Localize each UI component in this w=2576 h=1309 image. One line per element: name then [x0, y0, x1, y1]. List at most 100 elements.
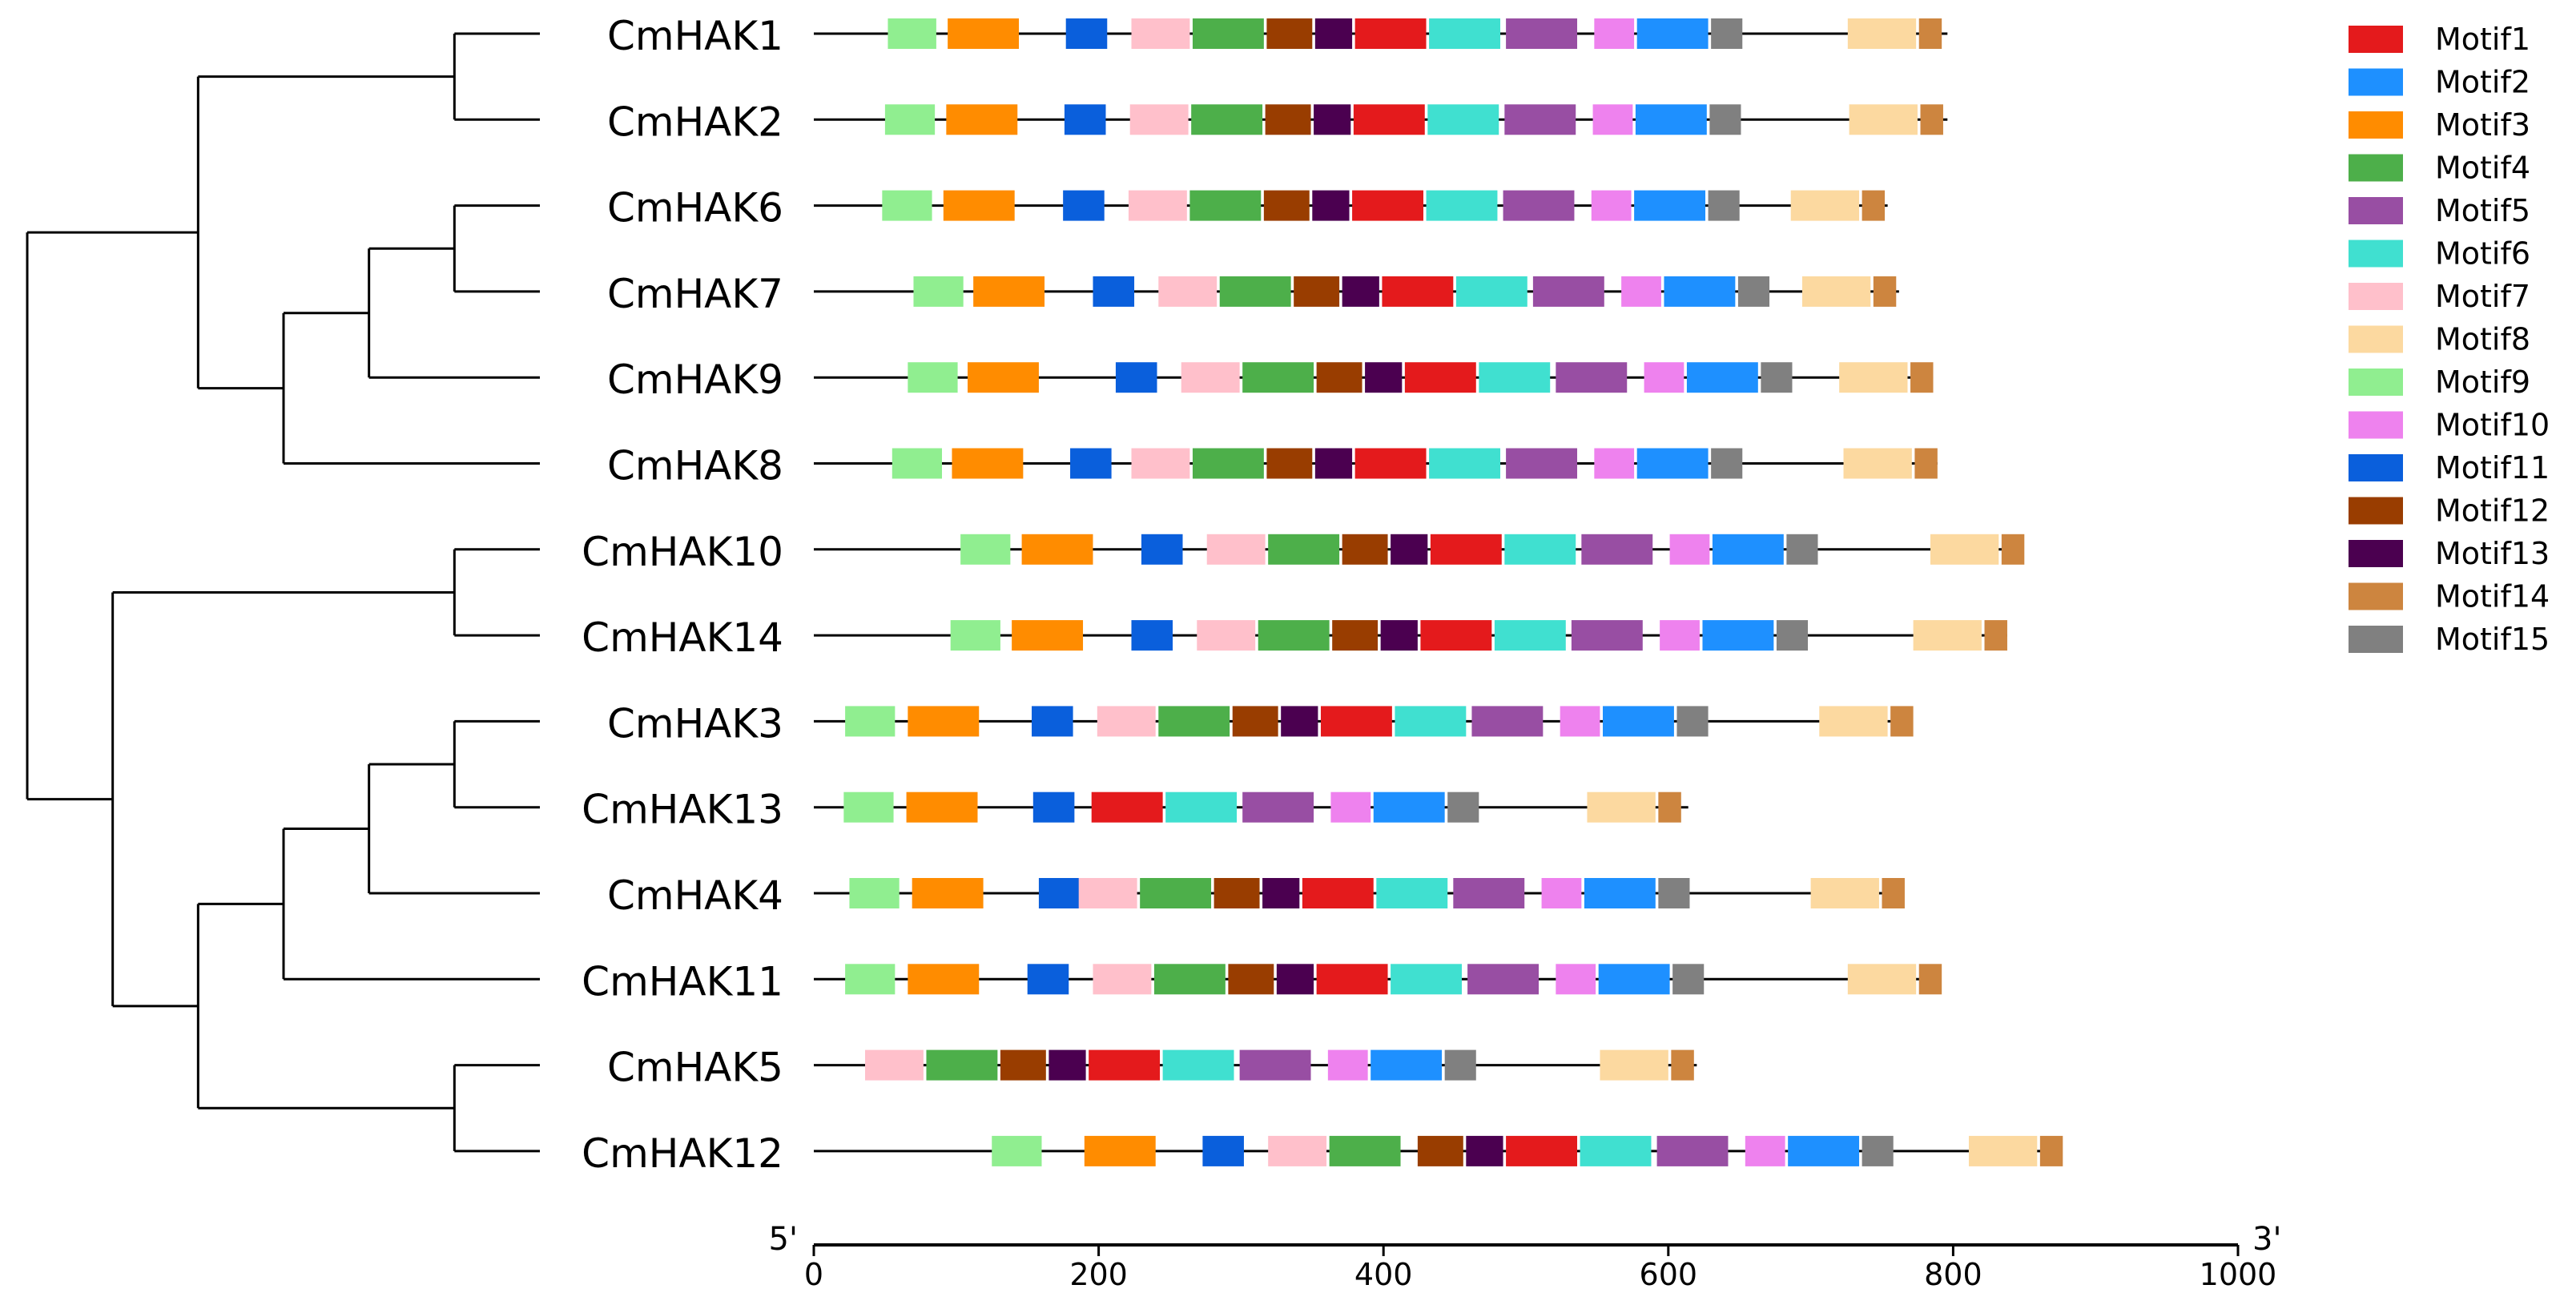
motif-box-motif15	[1786, 534, 1818, 565]
motif-box-motif1	[1506, 1135, 1578, 1166]
sequence-track	[814, 791, 1688, 823]
motif-box-motif2	[1686, 362, 1758, 393]
legend-swatch	[2349, 154, 2403, 182]
x-axis: 5' 3' 0 200 400 600 800 1000	[769, 1221, 2282, 1292]
sequence-track	[814, 620, 2007, 651]
motif-box-motif6	[1580, 1135, 1652, 1166]
motif-box-motif13	[1342, 276, 1379, 307]
motif-box-motif11	[1093, 276, 1135, 307]
motif-box-motif10	[1669, 534, 1710, 565]
motif-box-motif14	[1920, 104, 1943, 135]
motif-box-motif12	[1294, 276, 1340, 307]
motif-box-motif1	[1352, 190, 1423, 221]
motif-box-motif3	[973, 276, 1045, 307]
legend-label: Motif1	[2435, 22, 2530, 57]
motif-box-motif9	[845, 706, 896, 737]
motif-box-motif1	[1302, 878, 1374, 908]
motif-box-motif3	[912, 878, 984, 908]
motif-box-motif14	[1882, 878, 1905, 908]
legend-label: Motif13	[2435, 536, 2550, 571]
motif-box-motif3	[1012, 620, 1084, 651]
motif-box-motif13	[1391, 534, 1428, 565]
motif-box-motif7	[1131, 18, 1190, 49]
motif-box-motif2	[1584, 878, 1656, 908]
motif-box-motif12	[1342, 534, 1388, 565]
motif-box-motif2	[1712, 534, 1784, 565]
motif-box-motif10	[1327, 1049, 1368, 1081]
motif-box-motif7	[1097, 706, 1156, 737]
sequence-label: CmHAK10	[582, 529, 783, 575]
motif-box-motif3	[952, 448, 1024, 479]
motif-box-motif9	[950, 620, 1000, 651]
motif-box-motif13	[1314, 18, 1353, 49]
motif-box-motif10	[1644, 362, 1684, 393]
x-axis-tick-label: 600	[1640, 1257, 1698, 1292]
sequence-label: CmHAK14	[582, 614, 783, 661]
legend-label: Motif9	[2435, 365, 2530, 400]
sequence-track	[814, 964, 1942, 995]
motif-box-motif12	[1266, 18, 1313, 49]
motif-box-motif14	[1862, 190, 1886, 221]
motif-box-motif12	[1232, 706, 1278, 737]
sequence-track	[814, 276, 1899, 307]
motif-box-motif2	[1603, 706, 1674, 737]
motif-box-motif6	[1429, 18, 1500, 49]
motif-box-motif1	[1354, 18, 1427, 49]
motif-box-motif3	[1084, 1135, 1156, 1166]
motif-box-motif10	[1541, 878, 1582, 908]
motif-box-motif11	[1141, 534, 1183, 565]
legend-label: Motif15	[2435, 622, 2550, 657]
motif-box-motif13	[1466, 1135, 1503, 1166]
motif-box-motif11	[1063, 190, 1105, 221]
motif-box-motif9	[892, 448, 943, 479]
legend-swatch	[2349, 111, 2403, 139]
motif-box-motif12	[1265, 104, 1311, 135]
motif-box-motif4	[1258, 620, 1330, 651]
motif-box-motif4	[1158, 706, 1230, 737]
motif-box-motif15	[1672, 964, 1705, 995]
sequence-label: CmHAK11	[582, 958, 783, 1005]
legend-swatch	[2349, 626, 2403, 653]
legend-label: Motif10	[2435, 408, 2550, 443]
motif-box-motif7	[1129, 104, 1189, 135]
motif-box-motif10	[1556, 964, 1596, 995]
motif-box-motif9	[913, 276, 964, 307]
motif-box-motif6	[1165, 791, 1238, 823]
motif-box-motif8	[1913, 620, 1982, 651]
motif-box-motif3	[908, 706, 980, 737]
sequence-track	[814, 448, 1938, 479]
motif-box-motif7	[1268, 1135, 1327, 1166]
legend: Motif1 Motif2 Motif3 Motif4 Motif5 Motif6 Moti…	[2349, 22, 2550, 657]
motif-box-motif7	[1128, 190, 1187, 221]
motif-box-motif14	[2039, 1135, 2063, 1166]
sequence-label: CmHAK5	[607, 1045, 783, 1091]
sequence-track	[814, 706, 1914, 737]
legend-label: Motif11	[2435, 450, 2550, 485]
motif-box-motif2	[1634, 190, 1706, 221]
motif-box-motif8	[1847, 964, 1917, 995]
motif-box-motif14	[1671, 1049, 1694, 1081]
motif-box-motif11	[1202, 1135, 1244, 1166]
x-axis-tick-label: 800	[1924, 1257, 1982, 1292]
motif-box-motif13	[1365, 362, 1403, 393]
motif-box-motif15	[1776, 620, 1809, 651]
axis-start-label: 5'	[769, 1221, 798, 1258]
motif-box-motif11	[1027, 964, 1069, 995]
motif-box-motif5	[1504, 104, 1576, 135]
motif-box-motif6	[1429, 448, 1500, 479]
motif-box-motif9	[849, 878, 900, 908]
motif-box-motif10	[1594, 18, 1635, 49]
motif-box-motif2	[1373, 791, 1445, 823]
motif-box-motif11	[1131, 620, 1173, 651]
legend-swatch	[2349, 283, 2403, 310]
motif-box-motif2	[1664, 276, 1736, 307]
motif-box-motif7	[1078, 878, 1137, 908]
motif-box-motif10	[1591, 190, 1632, 221]
motif-box-motif12	[1332, 620, 1379, 651]
motif-box-motif15	[1658, 878, 1690, 908]
motif-box-motif2	[1635, 104, 1707, 135]
motif-box-motif13	[1262, 878, 1300, 908]
motif-box-motif9	[882, 190, 932, 221]
motif-box-motif5	[1506, 18, 1578, 49]
motif-box-motif9	[843, 791, 894, 823]
